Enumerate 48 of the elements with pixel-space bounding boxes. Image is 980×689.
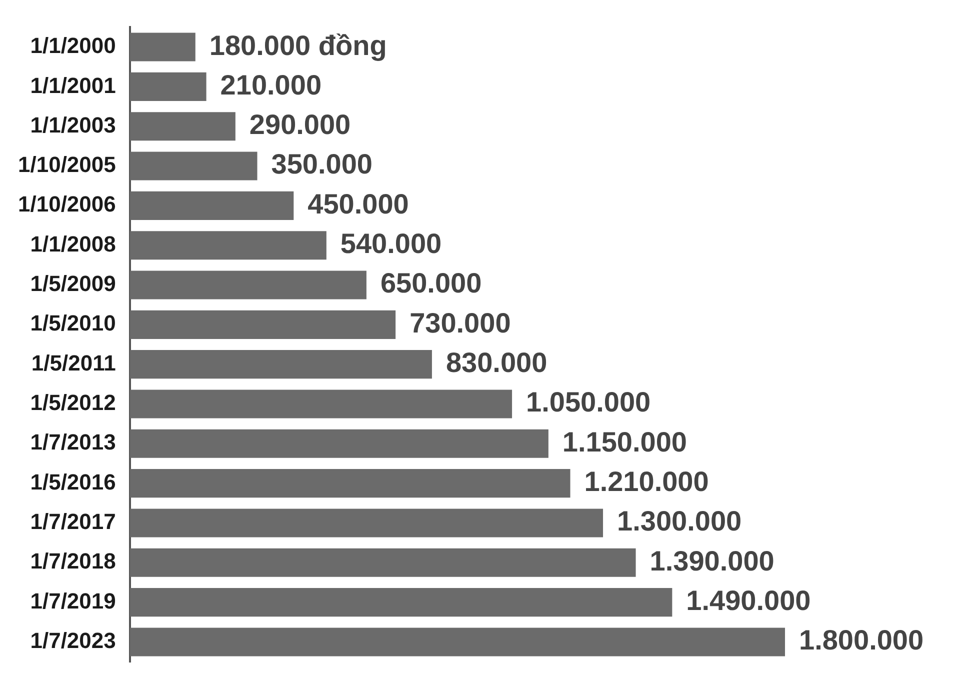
y-tick-label: 1/10/2006 [18,192,116,217]
data-label: 1.300.000 [617,506,742,537]
y-tick-label: 1/5/2011 [31,350,116,376]
y-tick-label: 1/10/2005 [18,152,116,178]
bar [130,588,672,617]
y-tick-label: 1/7/2018 [30,548,116,574]
bar [130,548,636,577]
bar [130,112,236,141]
y-tick-label: 1/1/2008 [30,231,116,256]
data-label: 1.050.000 [526,386,651,418]
y-tick-label: 1/1/2000 [30,33,116,58]
bar [130,508,604,538]
data-label: 830.000 [446,347,548,378]
data-label: 1.150.000 [562,426,688,458]
y-tick-label: 1/5/2012 [30,390,116,416]
bar [130,231,326,260]
data-label: 1.800.000 [799,624,924,656]
bar [130,469,570,498]
data-label: 450.000 [308,188,409,220]
data-label: 1.390.000 [650,545,774,576]
bar [130,429,548,458]
bar [130,628,785,656]
bar [130,72,206,101]
bar [130,270,366,300]
y-tick-label: 1/7/2019 [30,588,116,614]
bar [130,310,396,339]
data-label: 350.000 [271,148,372,180]
y-tick-label: 1/5/2016 [30,469,116,494]
data-label: 730.000 [410,307,511,338]
bar [130,350,432,379]
y-tick-label: 1/7/2023 [30,628,116,654]
y-tick-label: 1/1/2001 [30,72,116,98]
data-label: 1.210.000 [584,466,709,498]
bar [130,32,196,62]
y-tick-label: 1/5/2010 [30,310,116,336]
y-tick-label: 1/1/2003 [30,112,116,138]
data-label: 540.000 [340,228,442,260]
bar [130,390,512,418]
y-tick-label: 1/5/2009 [30,271,116,296]
bar [130,191,294,220]
data-label: 1.490.000 [686,585,811,616]
y-tick-label: 1/7/2013 [30,430,116,455]
data-label: 180.000 đồng [209,30,387,61]
data-label: 650.000 [380,268,482,299]
y-tick-label: 1/7/2017 [30,509,116,534]
data-label: 290.000 [249,109,351,140]
bar [130,152,258,180]
data-label: 210.000 [220,69,322,100]
